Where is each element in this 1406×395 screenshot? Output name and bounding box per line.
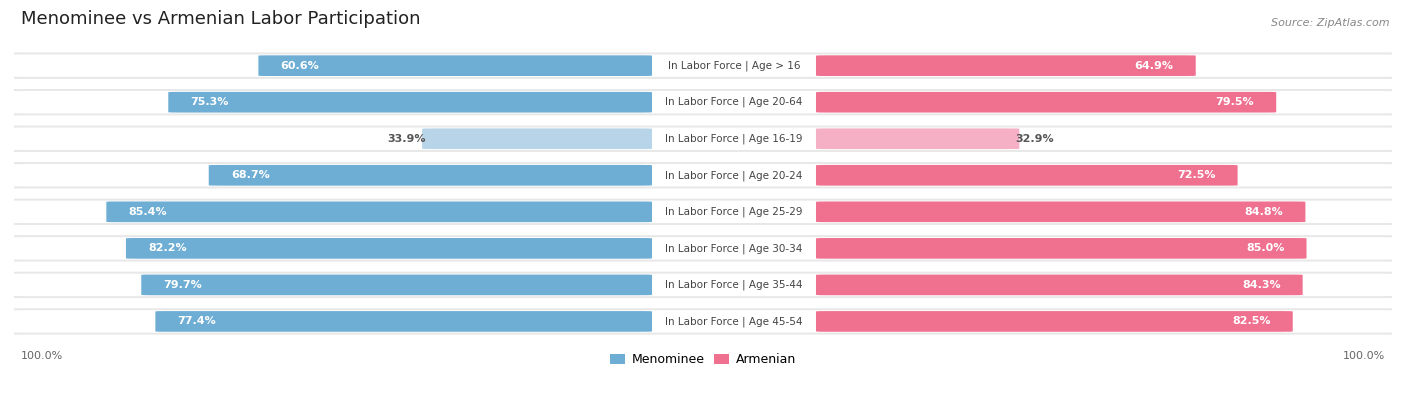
Text: In Labor Force | Age > 16: In Labor Force | Age > 16 <box>668 60 800 71</box>
Text: 77.4%: 77.4% <box>177 316 217 326</box>
Text: 32.9%: 32.9% <box>1015 134 1054 144</box>
FancyBboxPatch shape <box>8 237 1398 260</box>
FancyBboxPatch shape <box>422 128 652 149</box>
Legend: Menominee, Armenian: Menominee, Armenian <box>605 348 801 371</box>
FancyBboxPatch shape <box>169 92 652 113</box>
Text: 75.3%: 75.3% <box>190 97 229 107</box>
Text: 72.5%: 72.5% <box>1177 170 1216 180</box>
Text: 85.4%: 85.4% <box>128 207 167 217</box>
FancyBboxPatch shape <box>0 161 1406 190</box>
FancyBboxPatch shape <box>8 164 1398 186</box>
FancyBboxPatch shape <box>815 165 1237 186</box>
Text: 100.0%: 100.0% <box>21 352 63 361</box>
FancyBboxPatch shape <box>8 55 1398 77</box>
Text: In Labor Force | Age 30-34: In Labor Force | Age 30-34 <box>665 243 803 254</box>
FancyBboxPatch shape <box>815 92 1277 113</box>
Text: In Labor Force | Age 25-29: In Labor Force | Age 25-29 <box>665 207 803 217</box>
FancyBboxPatch shape <box>259 55 652 76</box>
FancyBboxPatch shape <box>107 201 652 222</box>
FancyBboxPatch shape <box>0 88 1406 117</box>
FancyBboxPatch shape <box>156 311 652 332</box>
FancyBboxPatch shape <box>0 234 1406 263</box>
FancyBboxPatch shape <box>8 274 1398 296</box>
Text: In Labor Force | Age 45-54: In Labor Force | Age 45-54 <box>665 316 803 327</box>
FancyBboxPatch shape <box>8 310 1398 333</box>
Text: Source: ZipAtlas.com: Source: ZipAtlas.com <box>1271 19 1389 28</box>
FancyBboxPatch shape <box>8 128 1398 150</box>
Text: Menominee vs Armenian Labor Participation: Menominee vs Armenian Labor Participatio… <box>21 10 420 28</box>
FancyBboxPatch shape <box>0 307 1406 336</box>
Text: 85.0%: 85.0% <box>1246 243 1285 253</box>
FancyBboxPatch shape <box>208 165 652 186</box>
FancyBboxPatch shape <box>0 198 1406 226</box>
Text: In Labor Force | Age 16-19: In Labor Force | Age 16-19 <box>665 134 803 144</box>
FancyBboxPatch shape <box>815 55 1195 76</box>
Text: 100.0%: 100.0% <box>1343 352 1385 361</box>
FancyBboxPatch shape <box>815 238 1306 259</box>
FancyBboxPatch shape <box>8 91 1398 113</box>
FancyBboxPatch shape <box>0 271 1406 299</box>
Text: 84.8%: 84.8% <box>1244 207 1284 217</box>
Text: 64.9%: 64.9% <box>1135 61 1174 71</box>
FancyBboxPatch shape <box>127 238 652 259</box>
Text: 68.7%: 68.7% <box>231 170 270 180</box>
Text: 60.6%: 60.6% <box>280 61 319 71</box>
FancyBboxPatch shape <box>815 128 1019 149</box>
Text: 84.3%: 84.3% <box>1241 280 1281 290</box>
Text: In Labor Force | Age 20-24: In Labor Force | Age 20-24 <box>665 170 803 181</box>
Text: 82.5%: 82.5% <box>1232 316 1271 326</box>
FancyBboxPatch shape <box>141 275 652 295</box>
FancyBboxPatch shape <box>0 124 1406 153</box>
FancyBboxPatch shape <box>815 311 1292 332</box>
FancyBboxPatch shape <box>0 51 1406 80</box>
FancyBboxPatch shape <box>815 275 1302 295</box>
Text: 33.9%: 33.9% <box>388 134 426 144</box>
FancyBboxPatch shape <box>8 201 1398 223</box>
Text: In Labor Force | Age 20-64: In Labor Force | Age 20-64 <box>665 97 803 107</box>
Text: 79.5%: 79.5% <box>1216 97 1254 107</box>
FancyBboxPatch shape <box>815 201 1305 222</box>
Text: 79.7%: 79.7% <box>163 280 202 290</box>
Text: 82.2%: 82.2% <box>148 243 187 253</box>
Text: In Labor Force | Age 35-44: In Labor Force | Age 35-44 <box>665 280 803 290</box>
